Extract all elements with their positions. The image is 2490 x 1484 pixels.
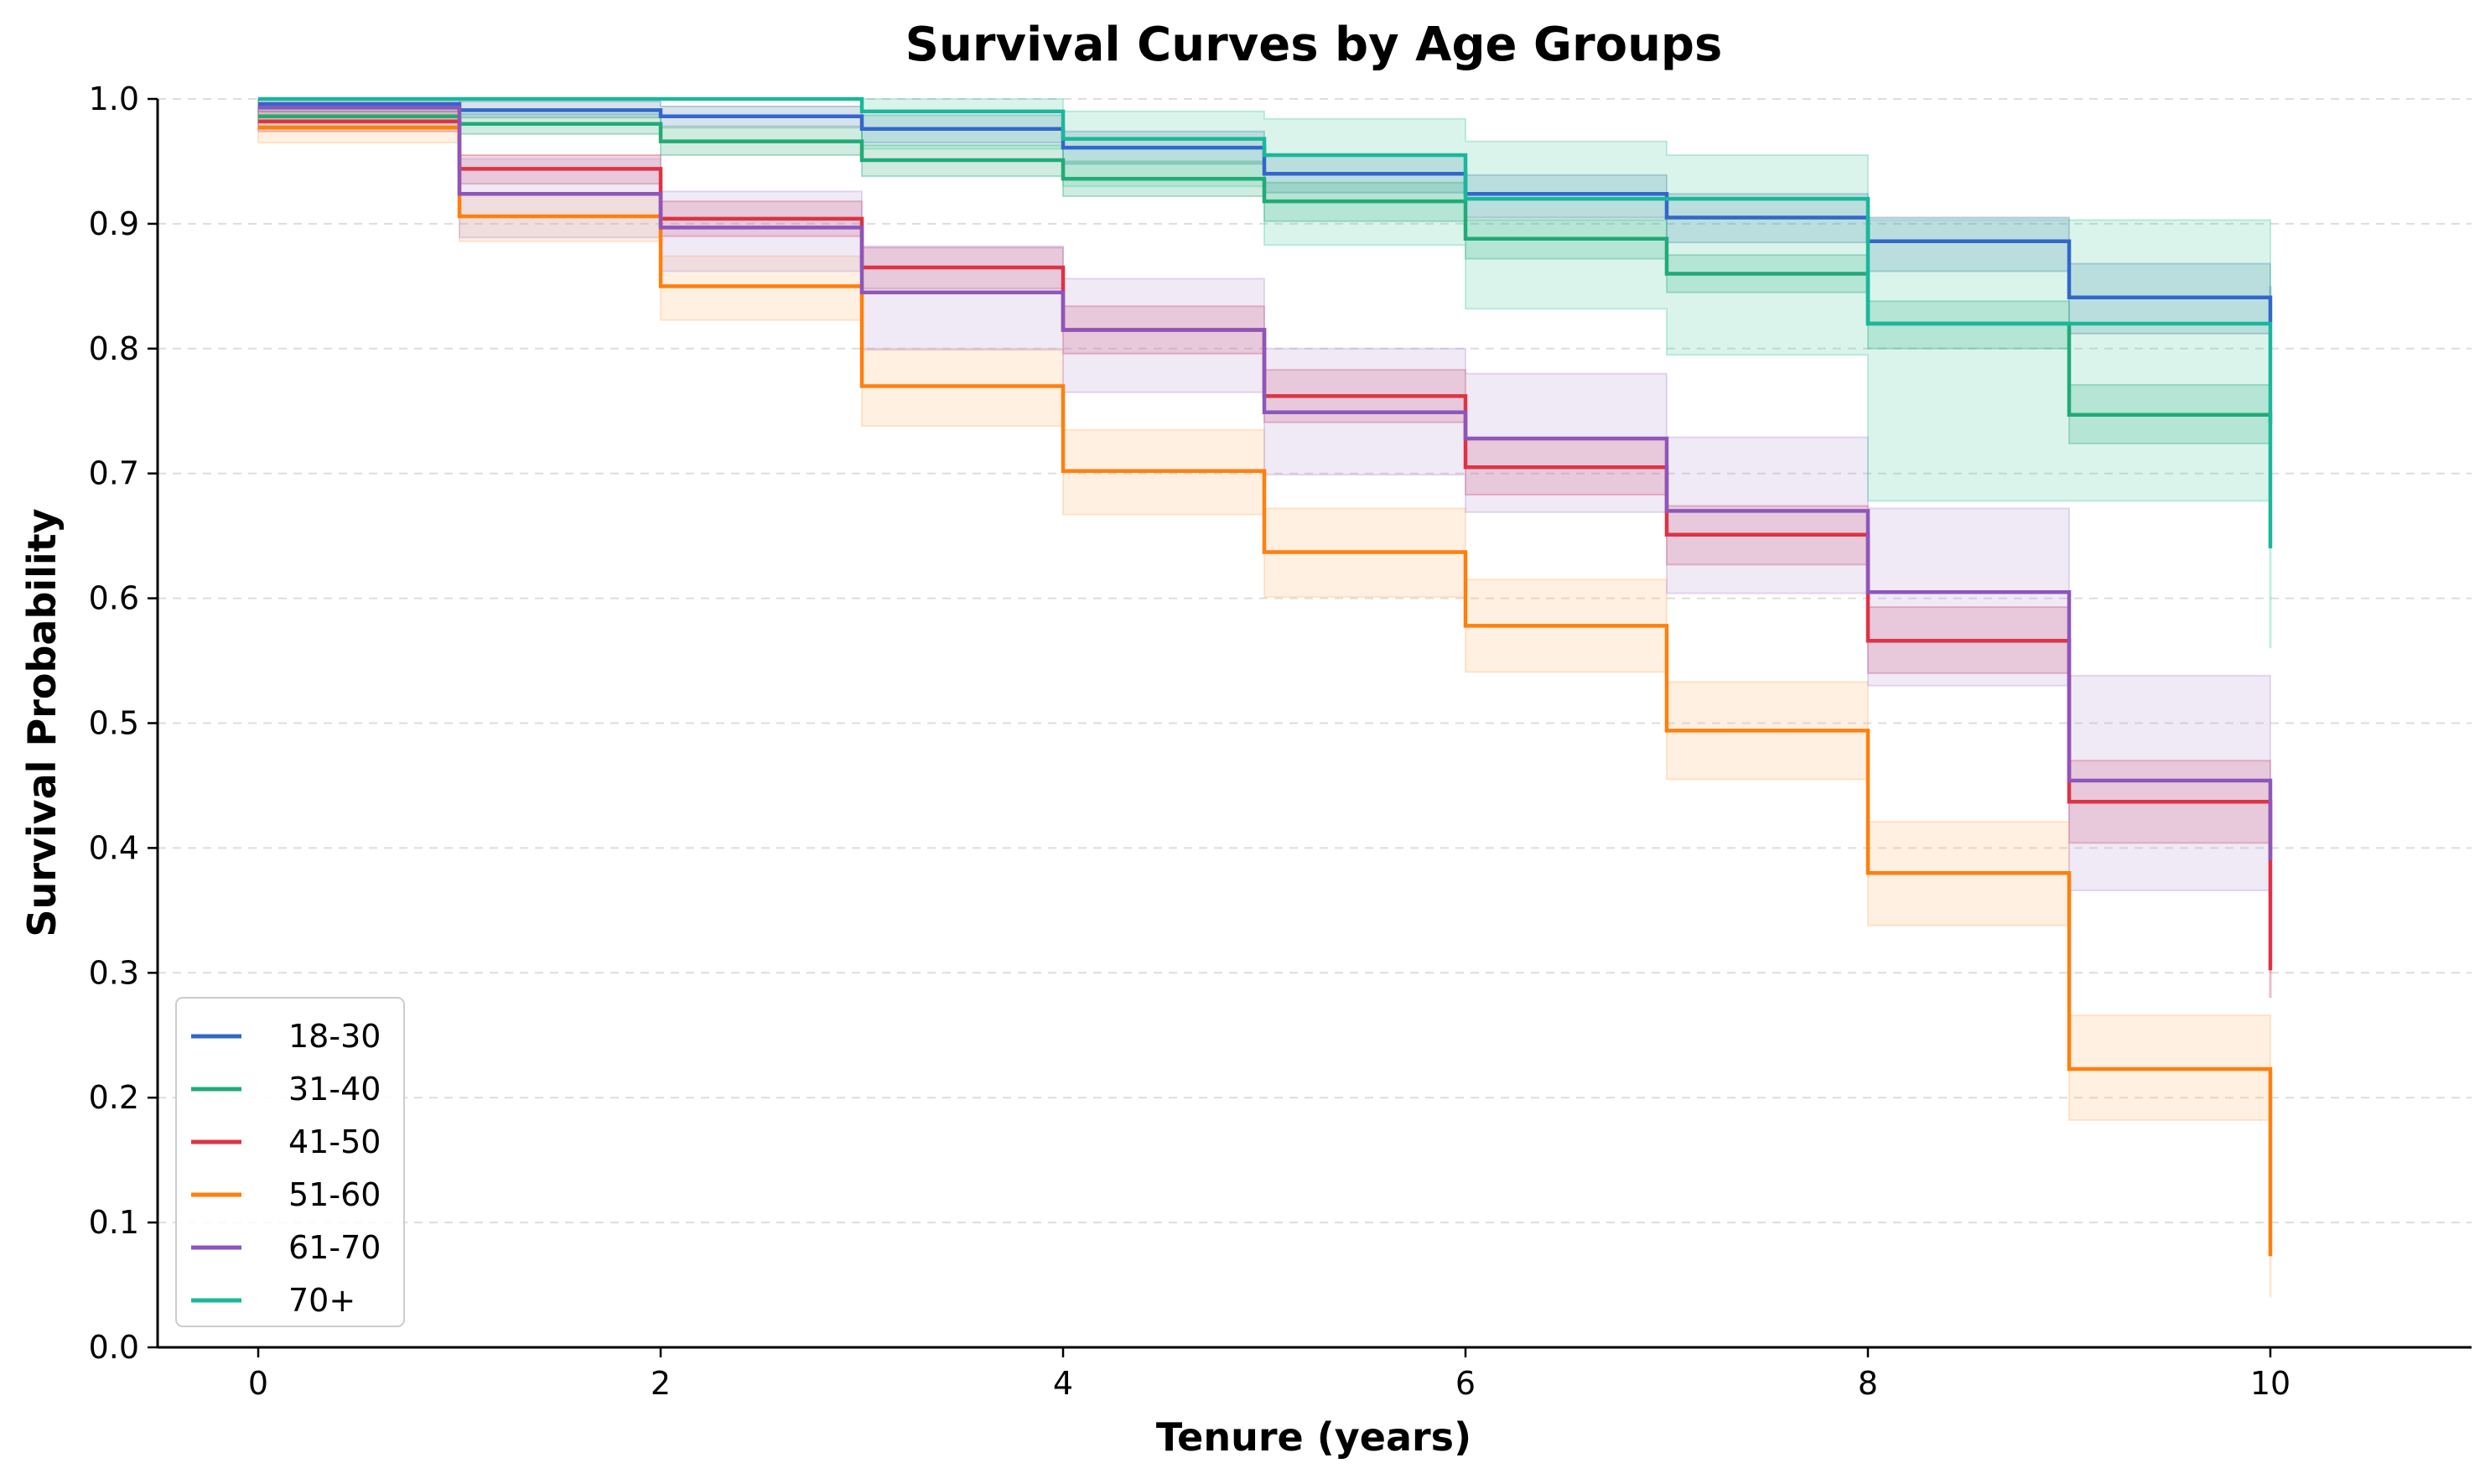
legend-label-51-60: 51-60 <box>288 1176 381 1213</box>
legend-label-61-70: 61-70 <box>288 1229 381 1266</box>
y-tick-label-0: 0.0 <box>89 1329 139 1366</box>
y-tick-label-1: 0.1 <box>89 1204 139 1241</box>
series-line-61-70 <box>258 106 2273 861</box>
chart-title: Survival Curves by Age Groups <box>905 18 1723 72</box>
legend-label-31-40: 31-40 <box>288 1071 381 1108</box>
x-tick-label-0: 0 <box>248 1365 268 1402</box>
y-tick-label-8: 0.8 <box>89 330 139 367</box>
series-line-18-30 <box>258 101 2273 323</box>
y-axis-title: Survival Probability <box>19 508 65 937</box>
legend-box <box>175 997 405 1327</box>
y-tick-label-2: 0.2 <box>89 1079 139 1116</box>
survival-lines <box>258 96 2273 1257</box>
y-tick-label-9: 0.9 <box>89 205 139 242</box>
x-axis-title: Tenure (years) <box>1156 1414 1471 1460</box>
y-tick-label-6: 0.6 <box>89 580 139 617</box>
series-line-70+ <box>258 96 2273 548</box>
y-tick-label-3: 0.3 <box>89 954 139 991</box>
legend: 18-30 31-40 41-50 51-60 61-70 70+ <box>175 997 405 1327</box>
x-tick-label-4: 8 <box>1858 1365 1878 1402</box>
axes: 0.0 0.1 0.2 0.3 0.4 0.5 0.6 0.7 0.8 0.9 1.0 0 2 4 6 8 10 <box>89 80 2472 1402</box>
x-tick-label-3: 6 <box>1455 1365 1476 1402</box>
x-tick-label-5: 10 <box>2250 1365 2290 1402</box>
x-tick-label-2: 4 <box>1053 1365 1073 1402</box>
legend-label-18-30: 18-30 <box>288 1018 381 1055</box>
y-tick-label-4: 0.4 <box>89 829 139 866</box>
legend-label-41-50: 41-50 <box>288 1123 381 1160</box>
series-line-51-60 <box>258 125 2273 1257</box>
y-tick-label-5: 0.5 <box>89 705 139 742</box>
legend-label-70+: 70+ <box>288 1282 355 1319</box>
x-tick-label-1: 2 <box>651 1365 671 1402</box>
y-tick-label-7: 0.7 <box>89 455 139 492</box>
y-tick-label-10: 1.0 <box>89 80 139 117</box>
